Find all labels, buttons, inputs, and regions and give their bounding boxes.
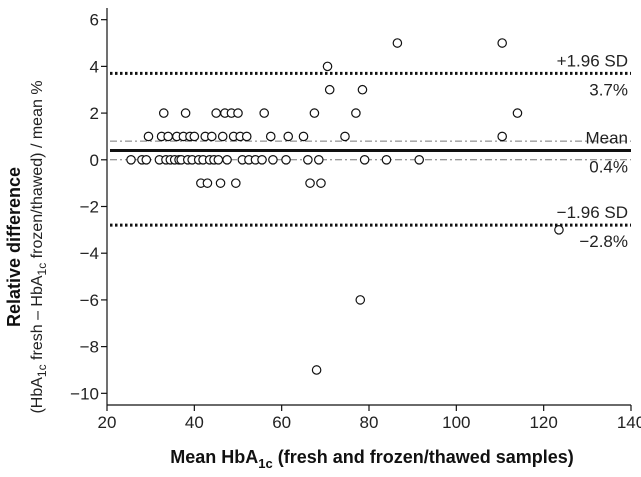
data-point <box>215 178 226 188</box>
data-point <box>322 61 333 72</box>
y-axis-title-line2: (HbA1c fresh – HbA1c frozen/thawed) / me… <box>29 80 49 413</box>
data-point <box>324 84 335 95</box>
data-point <box>392 38 403 48</box>
data-point <box>207 131 217 142</box>
data-point <box>202 178 213 188</box>
y-tick-label: −2 <box>80 198 99 217</box>
data-point <box>265 131 276 142</box>
data-point <box>497 131 507 142</box>
y-axis-subtitle: (HbA1c fresh – HbA1c frozen/thawed) / me… <box>29 80 49 413</box>
y-tick-label: −8 <box>80 338 99 357</box>
y-tick-label: −6 <box>80 291 99 310</box>
data-point <box>414 154 425 165</box>
reference-label-below-4: −2.8% <box>579 232 628 251</box>
y-tick-label: −10 <box>70 384 99 403</box>
x-tick-label: 80 <box>360 413 379 432</box>
data-point <box>143 131 154 142</box>
data-point <box>359 154 370 165</box>
data-point <box>189 131 200 142</box>
data-point <box>283 131 294 142</box>
y-tick-label: 2 <box>90 104 99 123</box>
data-points <box>126 38 564 375</box>
data-point <box>305 178 315 188</box>
data-point <box>309 108 320 118</box>
data-point <box>213 154 224 165</box>
x-tick-label: 20 <box>98 413 117 432</box>
data-point <box>211 108 221 118</box>
reference-label-below-1: 0.4% <box>589 157 628 176</box>
data-point <box>355 295 366 305</box>
x-tick-label: 120 <box>529 413 557 432</box>
data-point <box>357 84 368 95</box>
data-point <box>313 154 324 165</box>
reference-lines <box>110 71 631 227</box>
data-point <box>141 154 152 165</box>
data-point <box>180 108 191 118</box>
reference-label-above-1: Mean <box>585 128 628 147</box>
data-point <box>497 38 507 48</box>
tick-labels: −10 −8 −6 −4 −2 0 2 4 6 20 40 60 80 100 120 140 <box>70 11 641 432</box>
data-point <box>303 154 313 165</box>
y-axis-title: Relative difference <box>4 167 24 327</box>
data-point <box>163 131 173 142</box>
data-point <box>233 108 243 118</box>
data-point <box>381 154 392 165</box>
data-point <box>158 108 169 118</box>
y-tick-label: 4 <box>90 57 99 76</box>
data-point <box>316 178 326 188</box>
data-point <box>340 131 350 142</box>
data-point <box>512 108 523 118</box>
data-point <box>554 225 564 235</box>
y-tick-label: 0 <box>90 151 99 170</box>
line-annotations: +1.96 SD 3.7% Mean 0.4% −1.96 SD −2.8% <box>557 51 628 251</box>
x-tick-label: 100 <box>442 413 470 432</box>
data-point <box>231 178 241 188</box>
reference-label-below-0: 3.7% <box>589 80 628 99</box>
x-tick-label: 60 <box>272 413 291 432</box>
data-point <box>257 154 267 165</box>
y-tick-label: −4 <box>80 244 99 263</box>
data-point <box>298 131 309 142</box>
x-tick-label: 140 <box>617 413 641 432</box>
x-tick-label: 40 <box>185 413 204 432</box>
y-tick-label: 6 <box>90 11 99 30</box>
data-point <box>217 131 228 142</box>
data-point <box>259 108 269 118</box>
data-point <box>351 108 361 118</box>
data-point <box>311 365 322 375</box>
data-point <box>222 154 232 165</box>
data-point <box>281 154 291 165</box>
data-point <box>241 131 252 142</box>
reference-label-above-0: +1.96 SD <box>557 51 628 70</box>
data-point <box>126 154 136 165</box>
axes <box>101 8 632 411</box>
data-point <box>268 154 278 165</box>
x-axis-title: Mean HbA1c (fresh and frozen/thawed samp… <box>170 447 574 471</box>
y-axis-title-line1: Relative difference <box>4 167 24 327</box>
reference-label-above-4: −1.96 SD <box>557 203 628 222</box>
